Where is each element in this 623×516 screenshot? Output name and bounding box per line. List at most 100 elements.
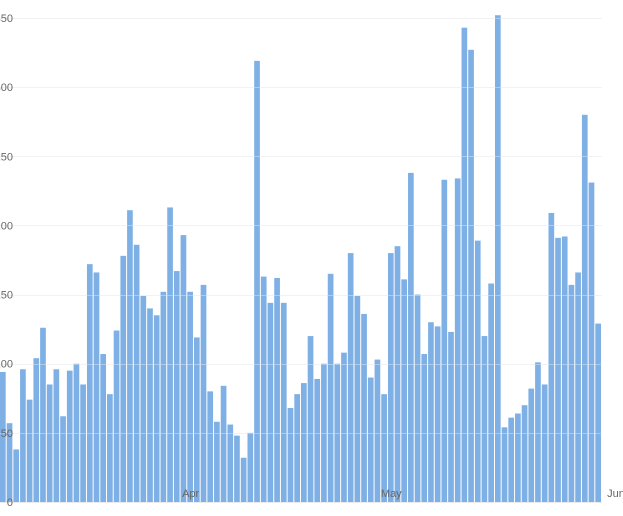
- bar-39[interactable]: [260, 276, 267, 502]
- x-tick-label-jun: Jun: [607, 488, 623, 500]
- bar-53[interactable]: [354, 295, 361, 502]
- bar-26[interactable]: [173, 271, 180, 502]
- bar-1[interactable]: [6, 423, 13, 502]
- bar-12[interactable]: [80, 384, 86, 502]
- bar-74[interactable]: [494, 15, 501, 502]
- bar-42[interactable]: [280, 302, 287, 502]
- bar-41[interactable]: [274, 277, 280, 502]
- bar-29[interactable]: [193, 337, 200, 502]
- bar-17[interactable]: [113, 330, 120, 502]
- bar-89[interactable]: [595, 323, 601, 502]
- bar-10[interactable]: [66, 370, 73, 502]
- bar-27[interactable]: [180, 235, 187, 503]
- bar-52[interactable]: [347, 253, 354, 502]
- bar-86[interactable]: [575, 272, 581, 502]
- bar-84[interactable]: [561, 236, 568, 503]
- bar-78[interactable]: [521, 405, 528, 502]
- bar-13[interactable]: [86, 264, 93, 502]
- bar-75[interactable]: [501, 427, 508, 502]
- y-tick-label-150: 150: [0, 290, 13, 302]
- bar-44[interactable]: [294, 394, 300, 502]
- y-tick-label-300: 300: [0, 82, 13, 94]
- x-tick-label-may: May: [381, 488, 402, 500]
- bar-45[interactable]: [301, 383, 307, 502]
- bar-7[interactable]: [46, 384, 53, 502]
- bar-38[interactable]: [254, 60, 260, 503]
- y-tick-label-350: 350: [0, 13, 13, 25]
- bar-32[interactable]: [214, 421, 220, 502]
- bar-6[interactable]: [40, 327, 46, 502]
- bar-34[interactable]: [227, 424, 234, 502]
- y-axis: 0 50 100 150 200 250 300 350: [0, 13, 13, 509]
- bar-60[interactable]: [401, 279, 408, 502]
- bar-88[interactable]: [588, 182, 595, 502]
- bar-43[interactable]: [287, 407, 294, 502]
- bar-65[interactable]: [434, 326, 441, 502]
- bar-31[interactable]: [207, 391, 214, 502]
- bar-82[interactable]: [548, 212, 555, 503]
- y-tick-label-50: 50: [1, 428, 13, 440]
- bar-83[interactable]: [555, 237, 561, 502]
- bar-15[interactable]: [100, 354, 107, 502]
- bar-81[interactable]: [541, 384, 548, 502]
- bar-16[interactable]: [107, 394, 113, 502]
- y-tick-label-250: 250: [0, 151, 13, 163]
- bar-66[interactable]: [441, 179, 448, 503]
- bar-80[interactable]: [535, 362, 541, 502]
- bar-24[interactable]: [160, 291, 167, 502]
- bar-47[interactable]: [314, 378, 321, 502]
- bar-76[interactable]: [508, 417, 515, 502]
- bar-2[interactable]: [13, 449, 20, 502]
- bar-57[interactable]: [381, 394, 387, 502]
- bar-59[interactable]: [394, 246, 401, 502]
- bar-64[interactable]: [428, 322, 434, 502]
- bar-20[interactable]: [133, 244, 140, 503]
- bar-46[interactable]: [307, 336, 314, 502]
- bar-55[interactable]: [367, 377, 374, 502]
- bar-9[interactable]: [60, 416, 66, 502]
- bar-series: [0, 15, 601, 503]
- bar-28[interactable]: [187, 291, 193, 502]
- bar-22[interactable]: [147, 308, 153, 502]
- bar-54[interactable]: [361, 313, 367, 502]
- bar-30[interactable]: [200, 284, 207, 502]
- bar-77[interactable]: [515, 413, 521, 503]
- bar-87[interactable]: [581, 114, 588, 503]
- bar-70[interactable]: [468, 49, 474, 503]
- bar-71[interactable]: [474, 240, 481, 502]
- bar-67[interactable]: [448, 331, 454, 502]
- y-tick-label-0: 0: [7, 497, 13, 509]
- bar-37[interactable]: [247, 432, 254, 502]
- bar-8[interactable]: [53, 369, 60, 502]
- bar-62[interactable]: [414, 294, 421, 502]
- bar-68[interactable]: [454, 178, 461, 502]
- bar-58[interactable]: [387, 253, 394, 502]
- bar-51[interactable]: [341, 352, 347, 502]
- bar-35[interactable]: [234, 435, 240, 502]
- bar-33[interactable]: [220, 385, 227, 502]
- bar-25[interactable]: [167, 207, 173, 502]
- bar-18[interactable]: [120, 255, 127, 502]
- bar-36[interactable]: [240, 457, 247, 502]
- bar-73[interactable]: [488, 283, 494, 502]
- bar-79[interactable]: [528, 388, 535, 502]
- bar-11[interactable]: [73, 363, 80, 502]
- bar-85[interactable]: [568, 284, 575, 502]
- bar-3[interactable]: [20, 369, 26, 502]
- bar-56[interactable]: [374, 359, 381, 502]
- bar-61[interactable]: [408, 172, 414, 502]
- bar-23[interactable]: [153, 315, 160, 502]
- bar-49[interactable]: [327, 273, 334, 502]
- bar-4[interactable]: [26, 399, 33, 502]
- bar-5[interactable]: [33, 358, 40, 502]
- bar-63[interactable]: [421, 354, 428, 502]
- bar-0[interactable]: [0, 372, 6, 502]
- bar-72[interactable]: [481, 336, 488, 502]
- bar-50[interactable]: [334, 363, 341, 502]
- bar-69[interactable]: [461, 27, 468, 503]
- bar-40[interactable]: [267, 302, 274, 502]
- bar-14[interactable]: [93, 272, 100, 502]
- bar-21[interactable]: [140, 295, 147, 502]
- bar-48[interactable]: [321, 363, 327, 502]
- bar-19[interactable]: [127, 210, 133, 502]
